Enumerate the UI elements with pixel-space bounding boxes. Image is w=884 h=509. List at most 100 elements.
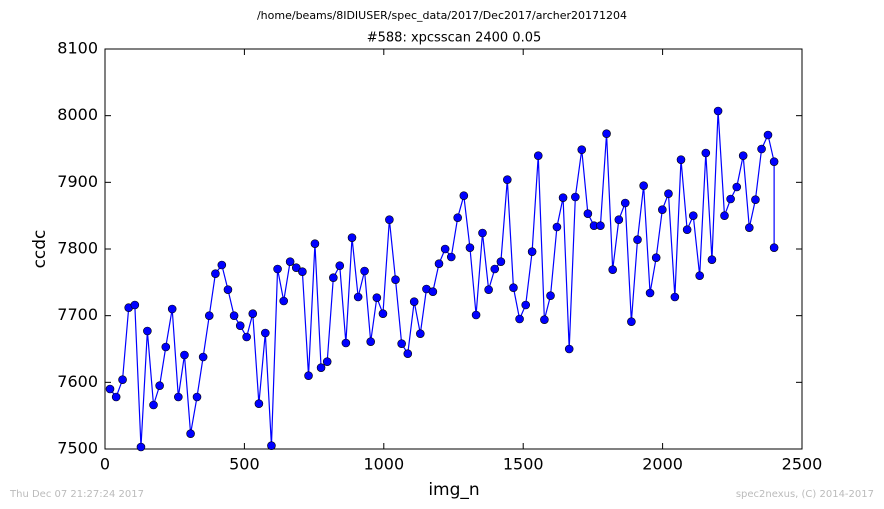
data-point [242, 332, 251, 342]
data-point [353, 292, 363, 302]
footer-right: spec2nexus, (C) 2014-2017 [736, 489, 874, 500]
data-point [316, 363, 326, 372]
x-tick-label: 2500 [782, 455, 823, 474]
data-point [751, 195, 760, 204]
data-point [385, 215, 394, 224]
data-point [583, 209, 593, 218]
data-point [378, 309, 388, 318]
data-point [130, 300, 140, 310]
data-point [229, 311, 239, 320]
data-point [273, 264, 282, 274]
data-point [527, 247, 537, 256]
data-point [732, 182, 742, 192]
data-point [329, 273, 338, 282]
data-point [198, 352, 208, 362]
y-tick-label: 7900 [57, 172, 98, 191]
data-point [446, 252, 456, 262]
chart-title: #588: xpcsscan 2400 0.05 [367, 31, 542, 46]
data-point [533, 151, 543, 160]
data-point [416, 329, 425, 338]
data-point [633, 235, 642, 244]
data-point [670, 292, 680, 302]
data-point [366, 337, 375, 346]
data-point [149, 400, 158, 410]
y-tick-label: 8100 [57, 39, 98, 58]
data-point [558, 193, 568, 202]
y-tick-label: 7500 [57, 439, 98, 458]
x-tick-label: 500 [229, 455, 260, 474]
data-point [658, 205, 667, 214]
y-tick-label: 7700 [57, 305, 98, 324]
data-point [204, 311, 214, 320]
data-point [769, 157, 779, 166]
data-point [360, 266, 369, 276]
data-point [713, 106, 723, 116]
data-point [291, 263, 301, 272]
header: /home/beams/8IDIUSER/spec_data/2017/Dec2… [257, 9, 627, 22]
data-point [347, 233, 357, 242]
data-point [322, 357, 332, 366]
data-point [490, 264, 500, 274]
data-point [180, 350, 189, 360]
data-point [155, 381, 164, 390]
data-point [478, 228, 487, 238]
data-point [136, 442, 146, 452]
data-point [118, 375, 127, 384]
data-point [397, 339, 406, 348]
x-axis-label: img_n [428, 480, 479, 500]
data-point [564, 344, 574, 354]
data-point [521, 300, 531, 310]
data-point [235, 321, 245, 330]
data-point [186, 429, 195, 438]
data-point [484, 285, 493, 294]
data-point [496, 257, 506, 266]
data-point [577, 145, 587, 154]
data-point [745, 223, 754, 232]
data-point [223, 285, 233, 294]
data-point [335, 261, 345, 270]
data-point [391, 275, 400, 284]
data-point [769, 243, 779, 252]
data-point [471, 310, 481, 320]
y-axis-label: ccdc [30, 230, 50, 269]
data-point [372, 293, 382, 302]
data-point [757, 144, 766, 154]
data-point [627, 317, 636, 326]
y-tick-label: 7800 [57, 239, 98, 258]
data-point [174, 392, 183, 402]
data-point [211, 269, 220, 278]
data-point [409, 297, 419, 306]
data-point [540, 315, 549, 324]
data-point [515, 314, 524, 324]
x-tick-label: 1500 [503, 455, 544, 474]
y-tick-label: 7600 [57, 372, 98, 391]
data-point [285, 257, 295, 266]
data-point [261, 328, 270, 338]
data-point [248, 309, 258, 318]
data-point [676, 155, 686, 164]
data-point [682, 225, 692, 234]
data-point [602, 129, 611, 138]
data-point [552, 222, 562, 232]
data-point [254, 399, 264, 408]
data-point [571, 192, 580, 202]
data-point [664, 189, 673, 198]
data-point [620, 198, 630, 208]
data-point [440, 244, 450, 254]
data-point [310, 239, 320, 248]
data-point [763, 130, 773, 140]
y-tick-label: 8000 [57, 105, 98, 124]
data-point [608, 265, 617, 274]
data-point [596, 221, 605, 230]
data-point [217, 260, 227, 270]
data-point [701, 148, 711, 158]
data-point [707, 255, 717, 264]
data-point [434, 259, 444, 268]
data-point [465, 243, 475, 252]
data-point [726, 194, 735, 204]
data-point [298, 267, 307, 276]
data-point [688, 211, 698, 220]
data-point [428, 287, 438, 296]
data-point [403, 349, 413, 358]
x-tick-label: 2000 [642, 455, 683, 474]
